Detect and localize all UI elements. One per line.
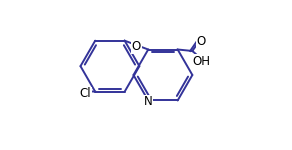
Text: Cl: Cl: [80, 87, 91, 100]
Text: O: O: [196, 35, 205, 48]
Text: O: O: [132, 40, 141, 53]
Text: OH: OH: [193, 55, 211, 68]
Text: N: N: [144, 96, 153, 108]
